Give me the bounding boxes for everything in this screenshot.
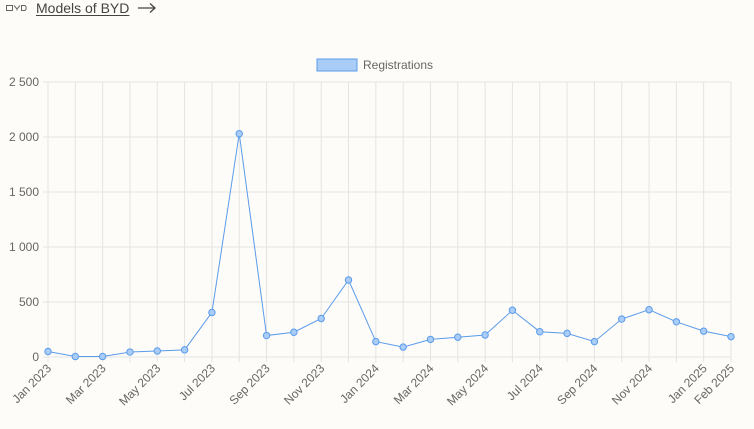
data-point <box>481 331 489 339</box>
data-point <box>153 347 161 355</box>
byd-logo-icon <box>6 5 27 11</box>
data-point <box>180 346 189 354</box>
y-axis: 0 500 1 000 1 500 2 000 2 500 <box>9 75 39 364</box>
data-point <box>235 130 243 138</box>
x-tick-label: Jan 2023 <box>9 361 54 406</box>
data-point <box>508 306 517 314</box>
x-axis: Jan 2023 Mar 2023 May 2023 Jul 2023 Sep 2023… <box>9 361 737 408</box>
y-tick-label: 1 500 <box>9 185 39 199</box>
data-point <box>536 328 544 336</box>
header-bar: Models of BYD <box>6 0 157 16</box>
y-tick-label: 500 <box>19 295 39 309</box>
data-point <box>98 352 107 361</box>
models-link[interactable]: Models of BYD <box>36 0 130 16</box>
chart-grid <box>43 81 732 362</box>
data-point <box>563 329 571 338</box>
x-tick-label: Nov 2023 <box>281 361 327 407</box>
arrow-right-icon[interactable] <box>137 2 157 14</box>
data-point <box>426 335 435 344</box>
data-point <box>290 328 298 336</box>
x-tick-label: Mar 2024 <box>391 361 437 407</box>
legend-swatch <box>316 58 358 72</box>
x-tick-label: Jul 2024 <box>504 361 546 403</box>
data-point <box>262 331 271 340</box>
data-point <box>645 306 653 314</box>
data-point <box>699 327 708 335</box>
y-tick-label: 0 <box>32 350 39 364</box>
data-point <box>44 347 52 356</box>
legend-label: Registrations <box>363 58 433 72</box>
data-point <box>454 333 462 341</box>
x-tick-label: Jul 2023 <box>176 361 218 403</box>
data-point <box>618 315 626 323</box>
y-tick-label: 2 000 <box>9 130 39 144</box>
chart-legend[interactable]: Registrations <box>316 58 433 72</box>
data-point <box>126 348 134 356</box>
x-tick-label: May 2023 <box>116 361 163 408</box>
data-point <box>727 332 735 341</box>
x-tick-label: Nov 2024 <box>609 361 655 407</box>
data-point <box>399 343 407 351</box>
data-point <box>344 276 353 284</box>
data-point <box>372 337 380 346</box>
data-point <box>71 352 80 361</box>
series-registrations <box>44 130 735 361</box>
x-tick-label: May 2024 <box>444 361 491 408</box>
x-tick-label: Mar 2023 <box>63 361 109 407</box>
x-tick-label: Sep 2024 <box>554 361 600 407</box>
y-tick-label: 1 000 <box>9 240 39 254</box>
data-point <box>672 318 681 326</box>
data-point <box>208 308 216 317</box>
series-line <box>47 133 732 357</box>
data-point <box>590 337 599 346</box>
x-tick-label: Sep 2023 <box>226 361 272 407</box>
y-tick-label: 2 500 <box>9 75 39 89</box>
x-tick-label: Jan 2024 <box>337 361 382 406</box>
data-point <box>317 314 325 323</box>
